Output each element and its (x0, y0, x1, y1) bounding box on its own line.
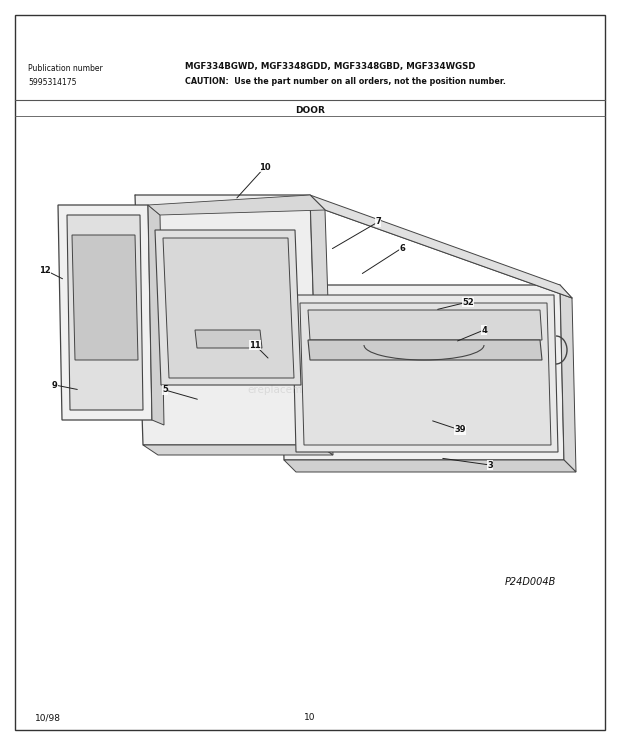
Text: 5995314175: 5995314175 (28, 77, 76, 86)
Polygon shape (292, 295, 558, 452)
Text: 52: 52 (462, 297, 474, 306)
Text: 11: 11 (249, 340, 261, 349)
Polygon shape (308, 340, 542, 360)
Text: MGF334BGWD, MGF3348GDD, MGF3348GBD, MGF334WGSD: MGF334BGWD, MGF3348GDD, MGF3348GBD, MGF3… (185, 62, 476, 71)
Polygon shape (72, 235, 138, 360)
Text: CAUTION:  Use the part number on all orders, not the position number.: CAUTION: Use the part number on all orde… (185, 77, 506, 86)
Polygon shape (155, 230, 301, 385)
Polygon shape (308, 310, 542, 340)
Polygon shape (310, 195, 333, 455)
Polygon shape (135, 195, 318, 445)
Polygon shape (280, 285, 564, 460)
Text: P24D004B: P24D004B (504, 577, 556, 587)
Polygon shape (58, 205, 152, 420)
Text: 6: 6 (399, 244, 405, 253)
Text: 3: 3 (487, 460, 493, 469)
Polygon shape (148, 205, 164, 425)
Polygon shape (143, 445, 333, 455)
Text: 10: 10 (304, 714, 316, 723)
Polygon shape (163, 238, 294, 378)
Polygon shape (300, 303, 551, 445)
Text: 10: 10 (259, 162, 271, 171)
Text: 39: 39 (454, 425, 466, 434)
Polygon shape (560, 285, 576, 472)
Polygon shape (67, 215, 143, 410)
Polygon shape (148, 195, 325, 215)
Text: ereplacementparts.com: ereplacementparts.com (247, 385, 373, 395)
Text: 5: 5 (162, 385, 168, 395)
Text: 10/98: 10/98 (35, 714, 61, 723)
Text: 4: 4 (481, 326, 487, 335)
Text: DOOR: DOOR (295, 106, 325, 115)
Text: Publication number: Publication number (28, 63, 103, 72)
Polygon shape (284, 460, 576, 472)
Polygon shape (310, 195, 572, 298)
Text: 9: 9 (52, 381, 58, 390)
Text: 7: 7 (375, 218, 381, 226)
Text: 12: 12 (39, 265, 51, 274)
Polygon shape (195, 330, 262, 348)
